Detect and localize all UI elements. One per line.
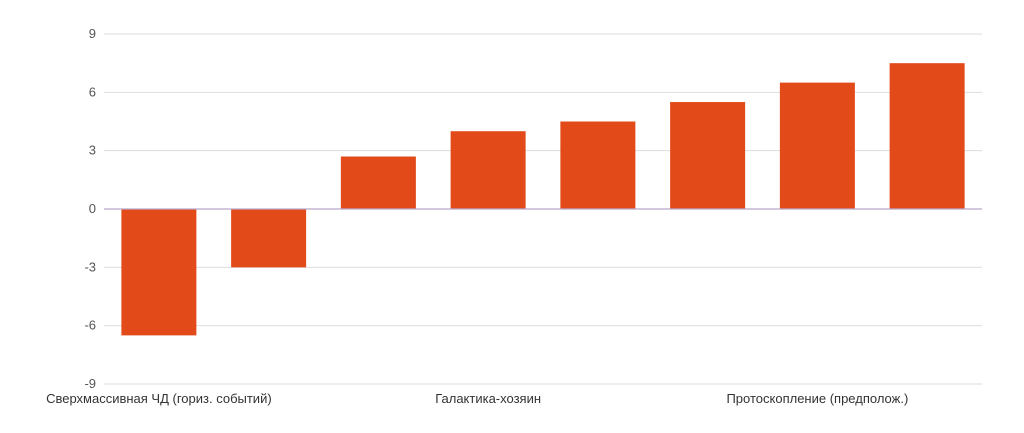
bar [560, 121, 636, 209]
y-tick-label: 3 [89, 143, 96, 158]
bar [450, 131, 526, 209]
x-category-label: Галактика-хозяин [435, 391, 541, 406]
y-tick-label: 9 [89, 26, 96, 41]
bars [121, 63, 965, 336]
x-category-label: Протоскопление (предполож.) [726, 391, 908, 406]
y-axis-ticks: 9 6 3 0 -3 -6 -9 [84, 26, 96, 391]
y-tick-label: -3 [84, 259, 96, 274]
bar [779, 82, 855, 209]
y-tick-label: 6 [89, 84, 96, 99]
y-tick-label: -9 [84, 376, 96, 391]
bar [340, 156, 416, 209]
bar [121, 209, 197, 336]
x-axis-labels: Сверхмассивная ЧД (гориз. событий) Галакт… [46, 391, 908, 406]
y-tick-label: -6 [84, 318, 96, 333]
bar [231, 209, 307, 268]
y-tick-label: 0 [89, 201, 96, 216]
x-category-label: Сверхмассивная ЧД (гориз. событий) [46, 391, 272, 406]
bar [889, 63, 965, 209]
bar [670, 102, 746, 209]
